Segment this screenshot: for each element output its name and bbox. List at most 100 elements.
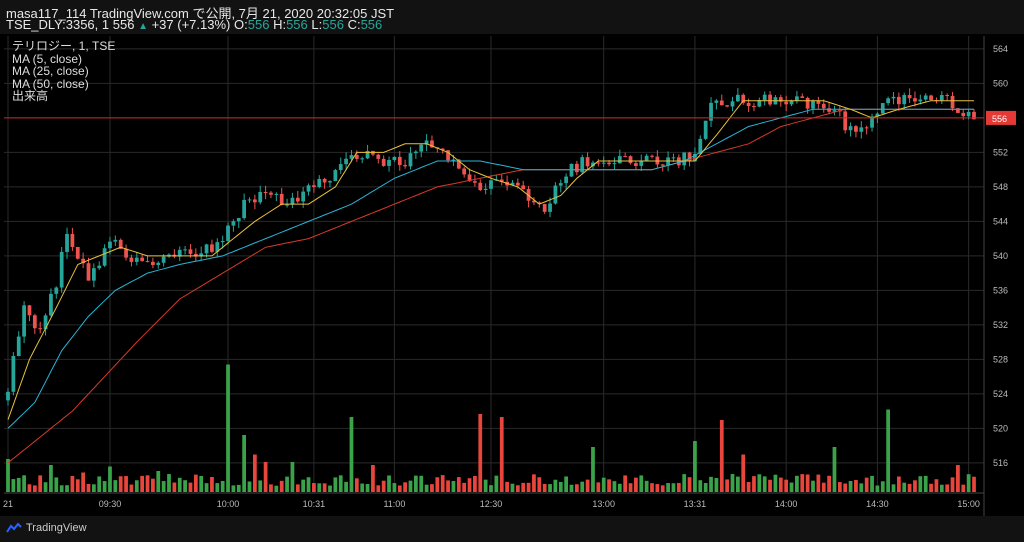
candle-body [295,197,300,202]
ma25-line [7,108,974,429]
candle-body [328,181,332,183]
y-tick-label: 552 [993,147,1008,157]
tradingview-brand[interactable]: TradingView [6,522,87,534]
candle-body [424,140,429,145]
volume-bar [408,480,413,492]
volume-bar [134,480,139,492]
volume-bar [580,481,585,492]
volume-bar [800,474,805,492]
candle-body [413,151,418,154]
candle-body [38,328,43,330]
footer-bar [0,516,1024,542]
ohlc-high: 556 [286,17,308,32]
legend-ma5[interactable]: MA (5, close) [12,51,83,66]
volume-bar [837,482,842,492]
candle-body [483,188,488,191]
volume-bar [333,477,338,492]
price-chart[interactable]: 564 560 556 552 548 544 540 536 532 528 524 520 516 2… [0,34,1024,516]
volume-bar [617,483,622,492]
candle-body [778,97,783,102]
candle-body [811,100,815,109]
volume-bar [489,485,493,492]
ma5-line [7,100,974,420]
candle-body [617,156,622,164]
candle-body [821,103,826,109]
candle-body [746,102,751,107]
legend-title[interactable]: テリロジー, 1, TSE [12,39,116,53]
candle-body [151,261,155,266]
volume-bar [279,480,284,492]
volume-bar [161,481,166,492]
candle-body [757,100,762,107]
candle-body [188,249,193,254]
volume-bar [880,481,885,492]
candle-body [805,97,810,109]
candle-body [446,150,450,161]
candle-body [360,158,365,160]
volume-bar [215,483,220,492]
legend-ma25[interactable]: MA (25, close) [12,64,89,78]
current-price-badge [986,110,1016,125]
ohlc-low: 556 [322,17,344,32]
candle-body [210,244,214,252]
candle-body [762,94,767,101]
candle-body [923,95,928,100]
volume-bar [419,475,424,492]
y-tick-label: 532 [993,320,1008,330]
volume-bar [564,476,569,492]
legend-ma50[interactable]: MA (50, close) [12,76,89,91]
volume-bar [81,472,86,492]
volume-bar [870,475,874,492]
candle-body [32,315,37,329]
volume-bar [612,481,617,492]
volume-bar [569,484,574,492]
candle-body [134,257,139,262]
volume-bar [666,483,670,492]
candle-body [392,156,397,161]
candle-body [558,183,563,186]
legend-volume[interactable]: 出来高 [12,89,49,103]
x-tick-label: 10:00 [217,499,240,509]
volume-bar [655,484,660,492]
candle-body [548,203,552,212]
volume-bar [220,480,225,492]
volume-bar [623,475,628,492]
candle-body [290,197,295,205]
volume-bar [682,474,687,492]
volume-bar [585,479,590,492]
volume-bar [473,476,477,492]
volume-bar [129,484,134,492]
volume-bar [778,477,783,492]
volume-bar [650,483,654,492]
candle-body [306,185,311,192]
candle-body [966,111,971,117]
volume-bar [371,465,375,492]
volume-bar [966,474,971,492]
candle-body [478,182,483,191]
volume-bar [199,475,204,492]
candle-body [247,199,252,201]
candle-body [639,160,644,166]
y-tick-label: 548 [993,182,1008,192]
volume-bar [811,480,815,492]
candle-body [75,246,80,259]
candle-body [961,112,966,117]
volume-bar [896,476,901,492]
volume-bar [537,477,542,492]
x-tick-label: 10:31 [303,499,326,509]
candle-body [177,249,182,257]
volume-bar [236,484,241,492]
candle-body [381,158,386,166]
candle-body [827,108,831,112]
volume-bar [365,484,370,492]
candle-body [456,159,461,169]
candle-body [499,179,504,182]
volume-bar [644,480,649,492]
volume-bar [145,475,150,492]
volume-bar [698,480,703,492]
volume-bar [183,480,187,492]
volume-bar [301,479,306,492]
volume-bar [397,485,402,492]
candle-body [580,157,585,173]
volume-bar [306,477,311,492]
